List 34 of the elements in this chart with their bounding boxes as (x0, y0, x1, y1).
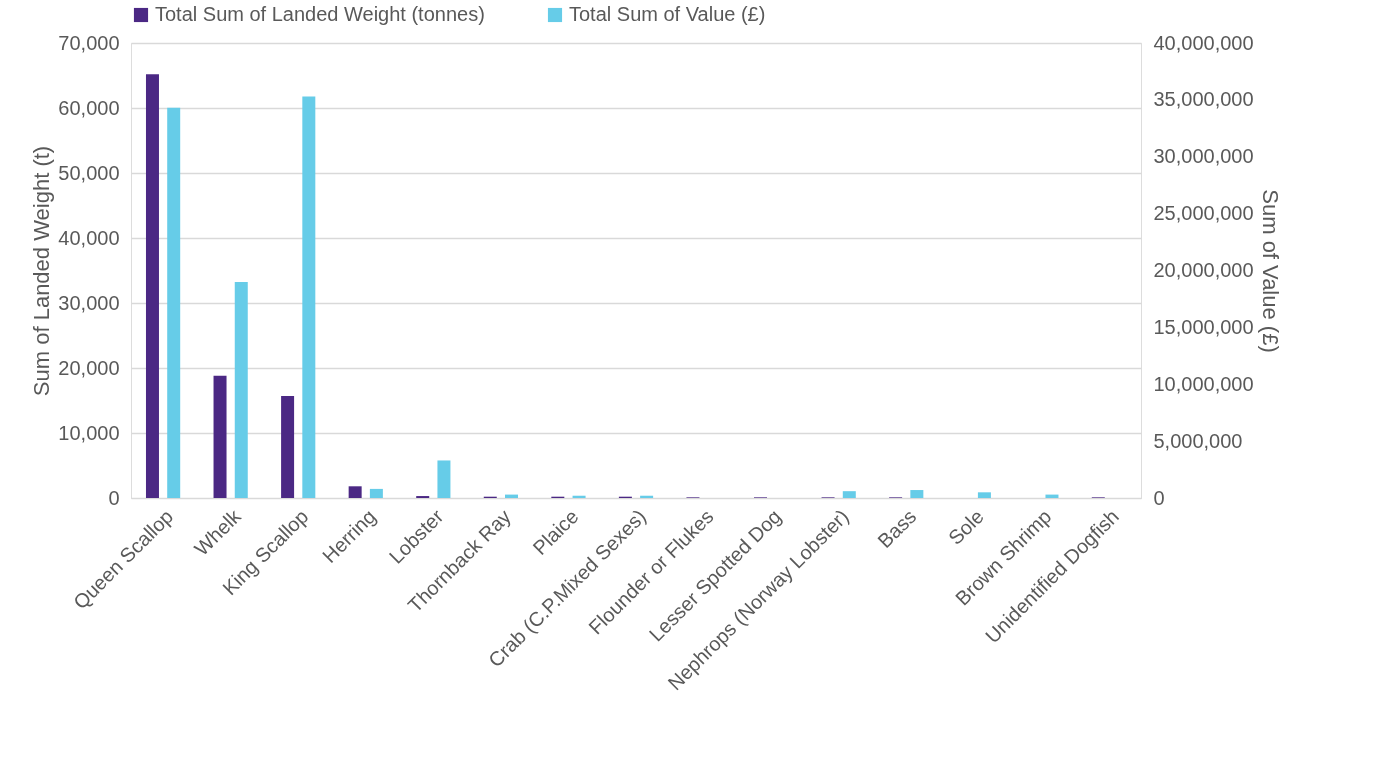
bar (842, 491, 856, 498)
x-tick-label: Sole (944, 505, 988, 549)
bar (302, 96, 316, 498)
y2-tick-label: 25,000,000 (1153, 202, 1254, 225)
y-tick-label: 30,000 (58, 291, 120, 314)
y2-tick-label: 30,000,000 (1153, 145, 1254, 168)
legend-label: Total Sum of Value (£) (569, 3, 766, 25)
y-tick-label: 50,000 (58, 161, 120, 184)
y2-tick-label: 20,000,000 (1153, 259, 1254, 281)
y2-tick-label: 5,000,000 (1153, 429, 1243, 452)
y-tick-label: 60,000 (58, 96, 120, 119)
bar (213, 375, 227, 498)
y2-tick-label: 10,000,000 (1153, 372, 1254, 395)
bar (437, 460, 451, 498)
y-tick-label: 70,000 (58, 31, 120, 54)
bar (167, 107, 181, 498)
y2-tick-label: 0 (1153, 486, 1165, 509)
bar (977, 492, 991, 498)
bar (145, 74, 159, 498)
y-tick-label: 10,000 (58, 421, 120, 444)
bar (281, 395, 295, 498)
y-axis-title: Sum of Landed Weight (t) (29, 145, 55, 397)
y-tick-label: 20,000 (58, 356, 120, 379)
legend-label: Total Sum of Landed Weight (tonnes) (155, 3, 485, 25)
bar (369, 488, 383, 498)
y2-tick-label: 40,000,000 (1153, 31, 1254, 54)
bar (234, 281, 248, 498)
y-tick-label: 0 (108, 486, 120, 509)
bar (910, 490, 924, 498)
y2-tick-label: 35,000,000 (1153, 88, 1254, 111)
y-tick-label: 40,000 (58, 226, 120, 249)
y2-tick-label: 15,000,000 (1153, 315, 1254, 338)
y2-axis-title: Sum of Value (£) (1257, 189, 1283, 353)
bar (348, 486, 362, 498)
